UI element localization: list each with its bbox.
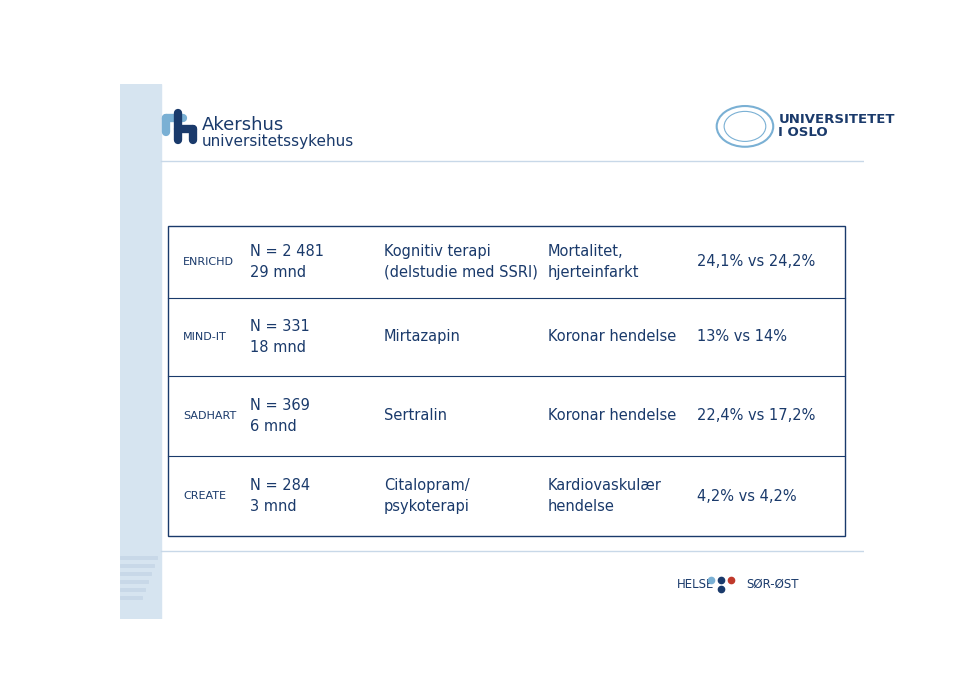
Text: Mirtazapin: Mirtazapin — [384, 329, 461, 345]
Text: Akershus: Akershus — [202, 116, 284, 134]
Bar — [168, 226, 846, 537]
Text: N = 369
6 mnd: N = 369 6 mnd — [251, 398, 310, 434]
Bar — [120, 84, 161, 619]
Text: CREATE: CREATE — [183, 491, 227, 501]
Text: N = 2 481
29 mnd: N = 2 481 29 mnd — [251, 244, 324, 280]
Text: Kognitiv terapi
(delstudie med SSRI): Kognitiv terapi (delstudie med SSRI) — [384, 244, 538, 280]
Text: 4,2% vs 4,2%: 4,2% vs 4,2% — [697, 489, 796, 504]
Text: N = 284
3 mnd: N = 284 3 mnd — [251, 478, 310, 514]
Text: ENRICHD: ENRICHD — [183, 257, 234, 267]
Text: I OSLO: I OSLO — [779, 127, 828, 139]
Text: Koronar hendelse: Koronar hendelse — [548, 409, 676, 423]
Text: Koronar hendelse: Koronar hendelse — [548, 329, 676, 345]
Text: SØR-ØST: SØR-ØST — [747, 578, 799, 591]
Text: Mortalitet,
hjerteinfarkt: Mortalitet, hjerteinfarkt — [548, 244, 639, 280]
Text: MIND-IT: MIND-IT — [183, 332, 227, 342]
Text: HELSE: HELSE — [677, 578, 714, 591]
Text: SADHART: SADHART — [183, 411, 236, 421]
Text: 24,1% vs 24,2%: 24,1% vs 24,2% — [697, 254, 815, 269]
Text: Sertralin: Sertralin — [384, 409, 447, 423]
Text: 22,4% vs 17,2%: 22,4% vs 17,2% — [697, 409, 815, 423]
Text: N = 331
18 mnd: N = 331 18 mnd — [251, 319, 310, 355]
Text: UNIVERSITETET: UNIVERSITETET — [779, 113, 895, 126]
Text: universitetssykehus: universitetssykehus — [202, 134, 354, 150]
Text: 13% vs 14%: 13% vs 14% — [697, 329, 786, 345]
Text: Citalopram/
psykoterapi: Citalopram/ psykoterapi — [384, 478, 470, 514]
Text: Kardiovaskulær
hendelse: Kardiovaskulær hendelse — [548, 478, 661, 514]
